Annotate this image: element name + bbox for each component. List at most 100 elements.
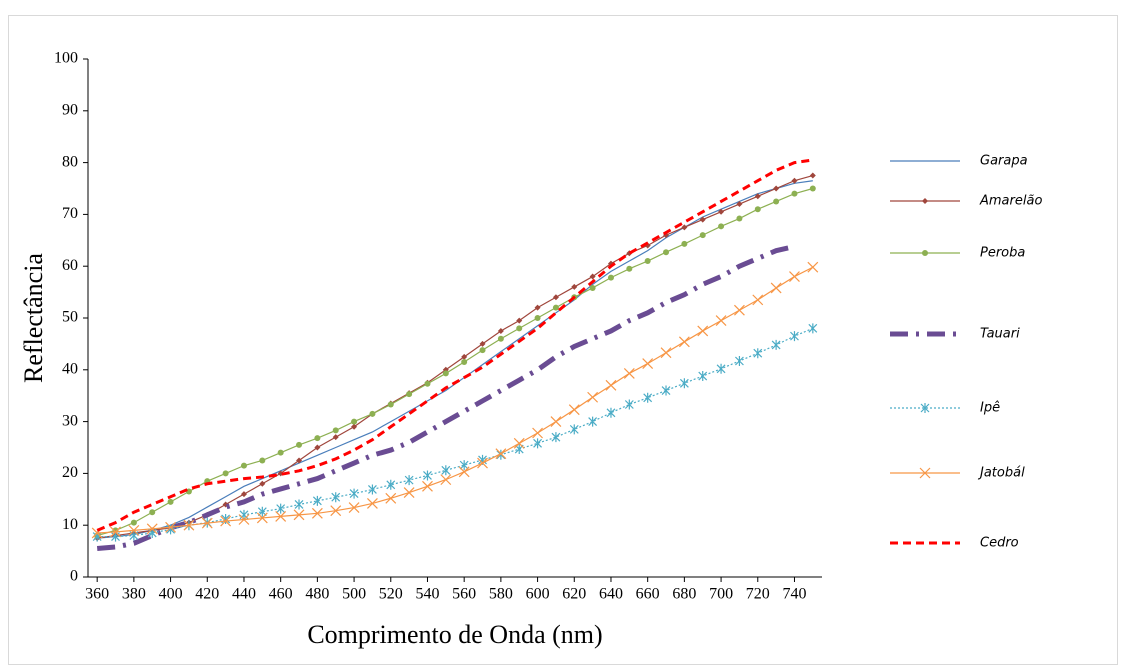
marker — [809, 172, 816, 179]
marker — [404, 475, 414, 486]
y-tick-label: 30 — [62, 412, 78, 429]
marker — [606, 407, 616, 418]
marker — [423, 470, 432, 481]
marker — [351, 423, 358, 430]
marker — [257, 506, 267, 517]
marker — [259, 480, 266, 487]
x-tick-label: 640 — [599, 586, 623, 603]
marker — [718, 208, 725, 215]
y-axis-title: Reflectância — [19, 253, 48, 383]
legend-label: Garapa — [980, 154, 1028, 169]
marker — [293, 509, 305, 521]
marker — [552, 304, 559, 311]
x-tick-label: 420 — [195, 586, 219, 603]
marker — [461, 353, 468, 360]
marker — [589, 284, 596, 291]
marker — [146, 523, 158, 535]
marker — [259, 457, 266, 464]
marker — [441, 465, 451, 476]
marker — [663, 249, 670, 256]
marker — [754, 206, 761, 213]
marker — [735, 355, 744, 366]
marker — [736, 201, 743, 208]
marker — [789, 271, 800, 282]
marker — [497, 335, 504, 342]
marker — [534, 304, 541, 311]
marker — [699, 216, 706, 223]
chart-frame — [8, 15, 1118, 665]
marker — [736, 215, 743, 222]
marker — [149, 509, 156, 516]
legend-label: Tauari — [980, 327, 1020, 342]
x-tick-label: 660 — [636, 586, 660, 603]
series-line — [96, 158, 814, 532]
marker — [605, 379, 617, 391]
marker — [532, 427, 543, 439]
series-line — [97, 187, 813, 537]
marker — [752, 294, 764, 306]
marker — [130, 519, 137, 526]
marker — [479, 340, 486, 347]
marker — [386, 479, 396, 490]
marker — [240, 491, 247, 498]
marker — [201, 517, 213, 529]
x-tick-label: 580 — [489, 586, 513, 603]
marker — [754, 193, 761, 200]
marker — [312, 495, 322, 506]
x-tick-label: 680 — [672, 586, 696, 603]
marker — [534, 315, 541, 321]
x-axis-title: Comprimento de Onda (nm) — [307, 620, 602, 649]
marker — [697, 325, 709, 337]
marker — [348, 502, 360, 514]
y-tick-label: 50 — [62, 309, 78, 326]
y-tick-label: 80 — [62, 153, 78, 170]
marker — [220, 515, 232, 527]
x-tick-label: 400 — [159, 586, 183, 603]
marker — [661, 385, 671, 396]
marker — [351, 418, 358, 425]
x-tick-label: 380 — [122, 586, 146, 603]
x-tick-label: 360 — [85, 586, 109, 603]
marker — [256, 512, 268, 524]
y-tick-label: 70 — [62, 205, 78, 222]
marker — [642, 358, 654, 370]
marker — [311, 507, 323, 519]
legend-marker — [922, 250, 928, 256]
x-tick-label: 460 — [269, 586, 293, 603]
marker — [568, 404, 580, 416]
marker — [422, 480, 433, 492]
marker — [643, 392, 653, 403]
marker — [571, 283, 578, 290]
marker — [681, 240, 688, 247]
marker — [331, 492, 341, 503]
marker — [477, 457, 488, 469]
x-tick-label: 520 — [379, 586, 403, 603]
marker — [369, 410, 376, 417]
marker — [808, 323, 818, 334]
marker — [569, 424, 579, 435]
marker — [715, 315, 727, 327]
marker — [587, 391, 599, 403]
legend-label: Jatobál — [977, 466, 1025, 481]
y-tick-label: 40 — [62, 360, 78, 377]
marker — [165, 521, 176, 533]
marker — [771, 339, 781, 350]
y-tick-label: 0 — [70, 568, 78, 585]
marker — [387, 401, 394, 408]
y-tick-label: 100 — [54, 50, 78, 67]
legend-marker — [922, 198, 928, 204]
marker — [349, 488, 359, 499]
marker — [698, 371, 708, 382]
legend-marker — [919, 467, 931, 479]
marker — [222, 470, 229, 477]
marker — [718, 223, 725, 230]
marker — [442, 370, 449, 377]
marker — [459, 460, 469, 471]
legend-label: Ipê — [980, 401, 1000, 416]
marker — [589, 273, 596, 280]
marker — [734, 304, 745, 316]
marker — [275, 510, 287, 522]
x-tick-label: 720 — [746, 586, 770, 603]
marker — [424, 380, 431, 387]
